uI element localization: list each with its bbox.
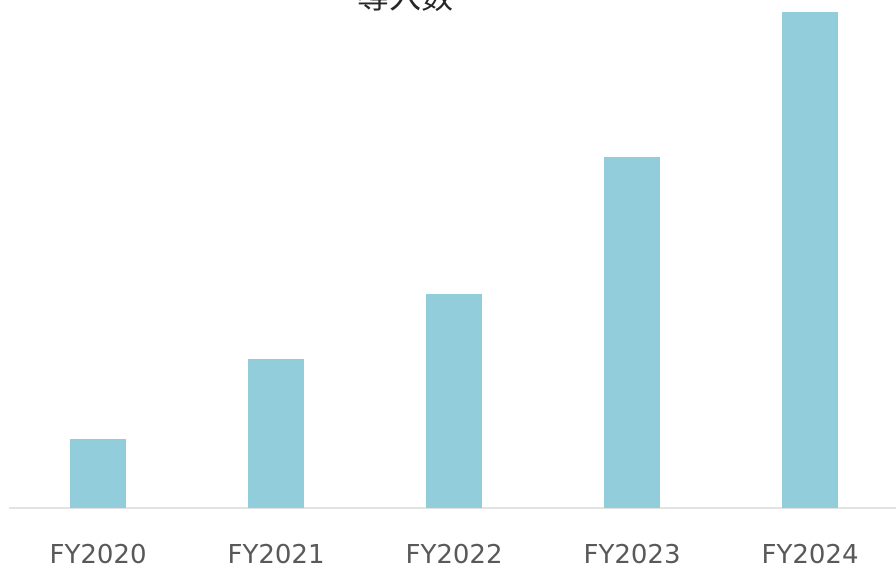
- x-tick-label: FY2024: [761, 540, 858, 570]
- x-tick-label: FY2023: [583, 540, 680, 570]
- bar: [426, 294, 482, 508]
- x-tick-label: FY2021: [227, 540, 324, 570]
- x-tick-label: FY2022: [405, 540, 502, 570]
- bar: [70, 439, 126, 508]
- chart-title: 導入数: [357, 0, 453, 16]
- bar: [604, 157, 660, 508]
- bar: [782, 12, 838, 508]
- x-tick-label: FY2020: [49, 540, 146, 570]
- bar: [248, 359, 304, 508]
